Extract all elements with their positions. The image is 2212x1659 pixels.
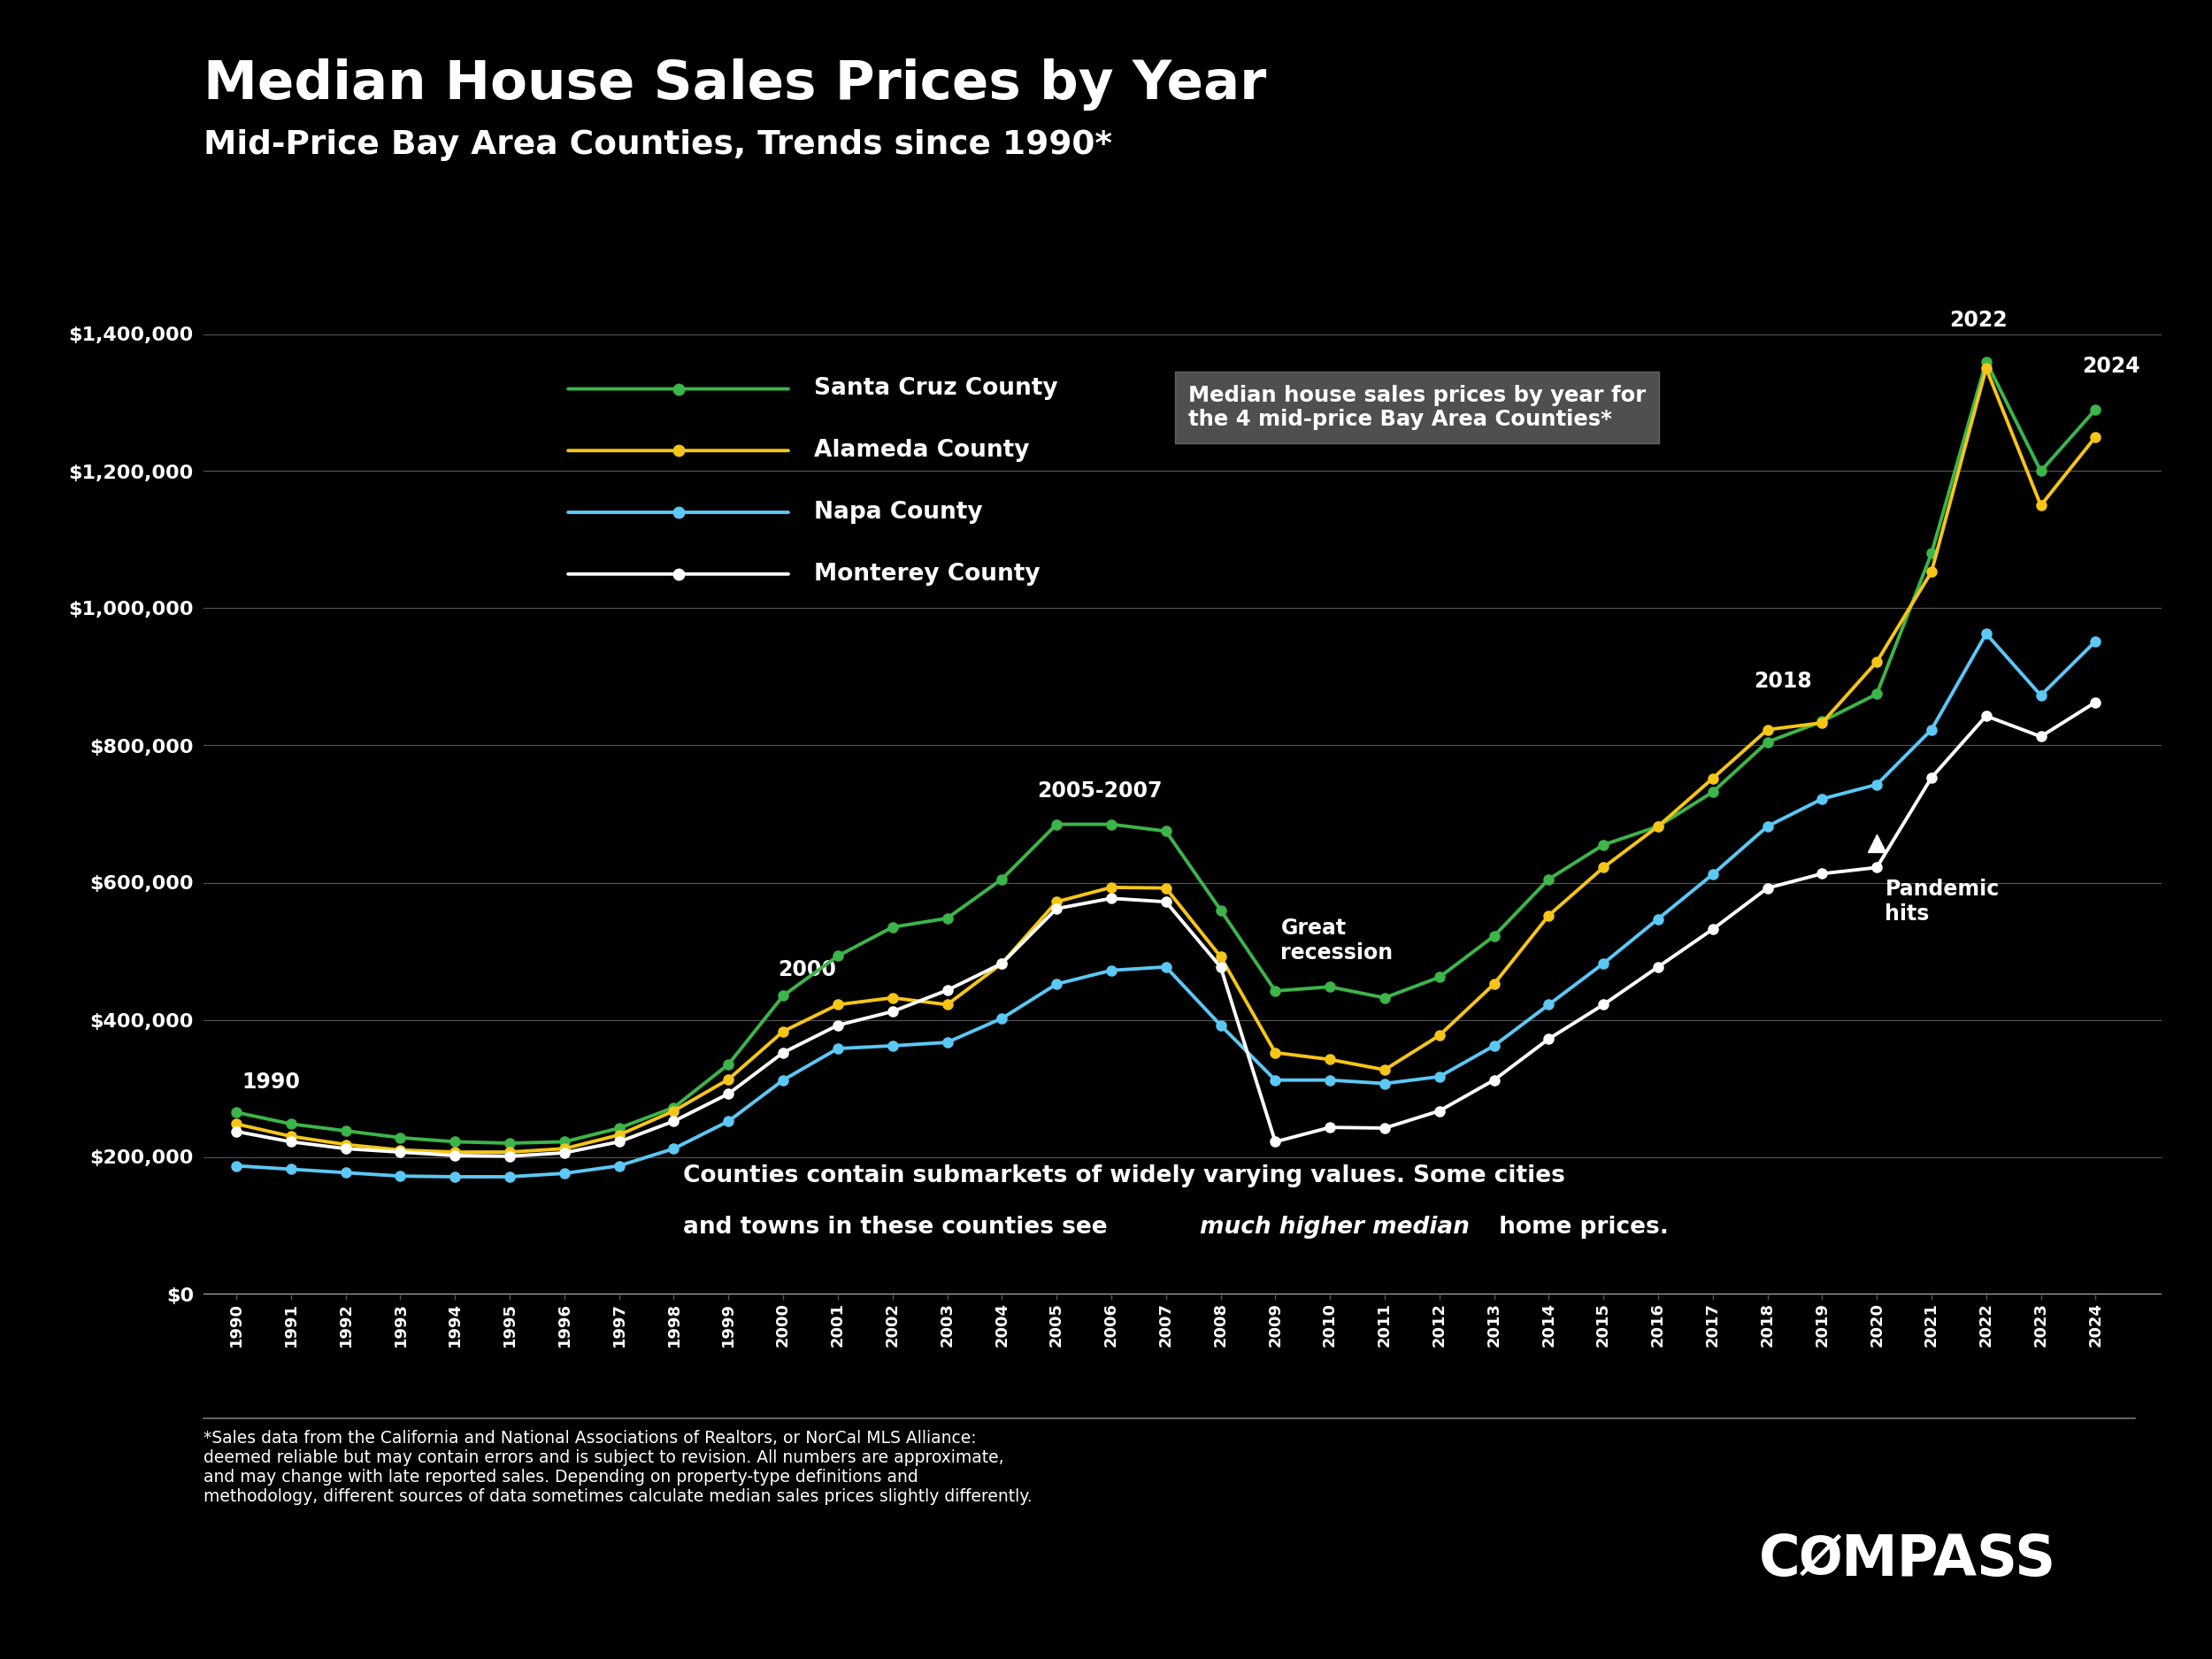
Text: Napa County: Napa County <box>814 501 982 524</box>
Text: C: C <box>1759 1531 1801 1588</box>
Text: Pandemic
hits: Pandemic hits <box>1885 879 2000 924</box>
Text: 1990: 1990 <box>241 1072 301 1093</box>
Text: *Sales data from the California and National Associations of Realtors, or NorCal: *Sales data from the California and Nati… <box>204 1430 1033 1505</box>
Text: 2024: 2024 <box>2081 355 2139 377</box>
Text: Counties contain submarkets of widely varying values. Some cities: Counties contain submarkets of widely va… <box>684 1165 1566 1188</box>
Text: 2005-2007: 2005-2007 <box>1037 780 1164 801</box>
Text: Santa Cruz County: Santa Cruz County <box>814 377 1057 400</box>
Text: Alameda County: Alameda County <box>814 440 1031 463</box>
Text: Mid-Price Bay Area Counties, Trends since 1990*: Mid-Price Bay Area Counties, Trends sinc… <box>204 129 1113 161</box>
Text: Great
recession: Great recession <box>1281 917 1394 964</box>
Text: and towns in these counties see: and towns in these counties see <box>684 1216 1115 1239</box>
Text: 2018: 2018 <box>1754 670 1812 692</box>
Text: home prices.: home prices. <box>1491 1216 1668 1239</box>
Text: MPASS: MPASS <box>1840 1531 2055 1588</box>
Text: Median House Sales Prices by Year: Median House Sales Prices by Year <box>204 58 1265 109</box>
Text: much higher median: much higher median <box>1199 1216 1469 1239</box>
Text: Monterey County: Monterey County <box>814 562 1040 586</box>
Text: 2022: 2022 <box>1949 309 2006 330</box>
Text: Median house sales prices by year for
the 4 mid-price Bay Area Counties*: Median house sales prices by year for th… <box>1188 385 1646 430</box>
Text: 2000: 2000 <box>779 959 836 980</box>
Text: Ø: Ø <box>1798 1535 1843 1584</box>
